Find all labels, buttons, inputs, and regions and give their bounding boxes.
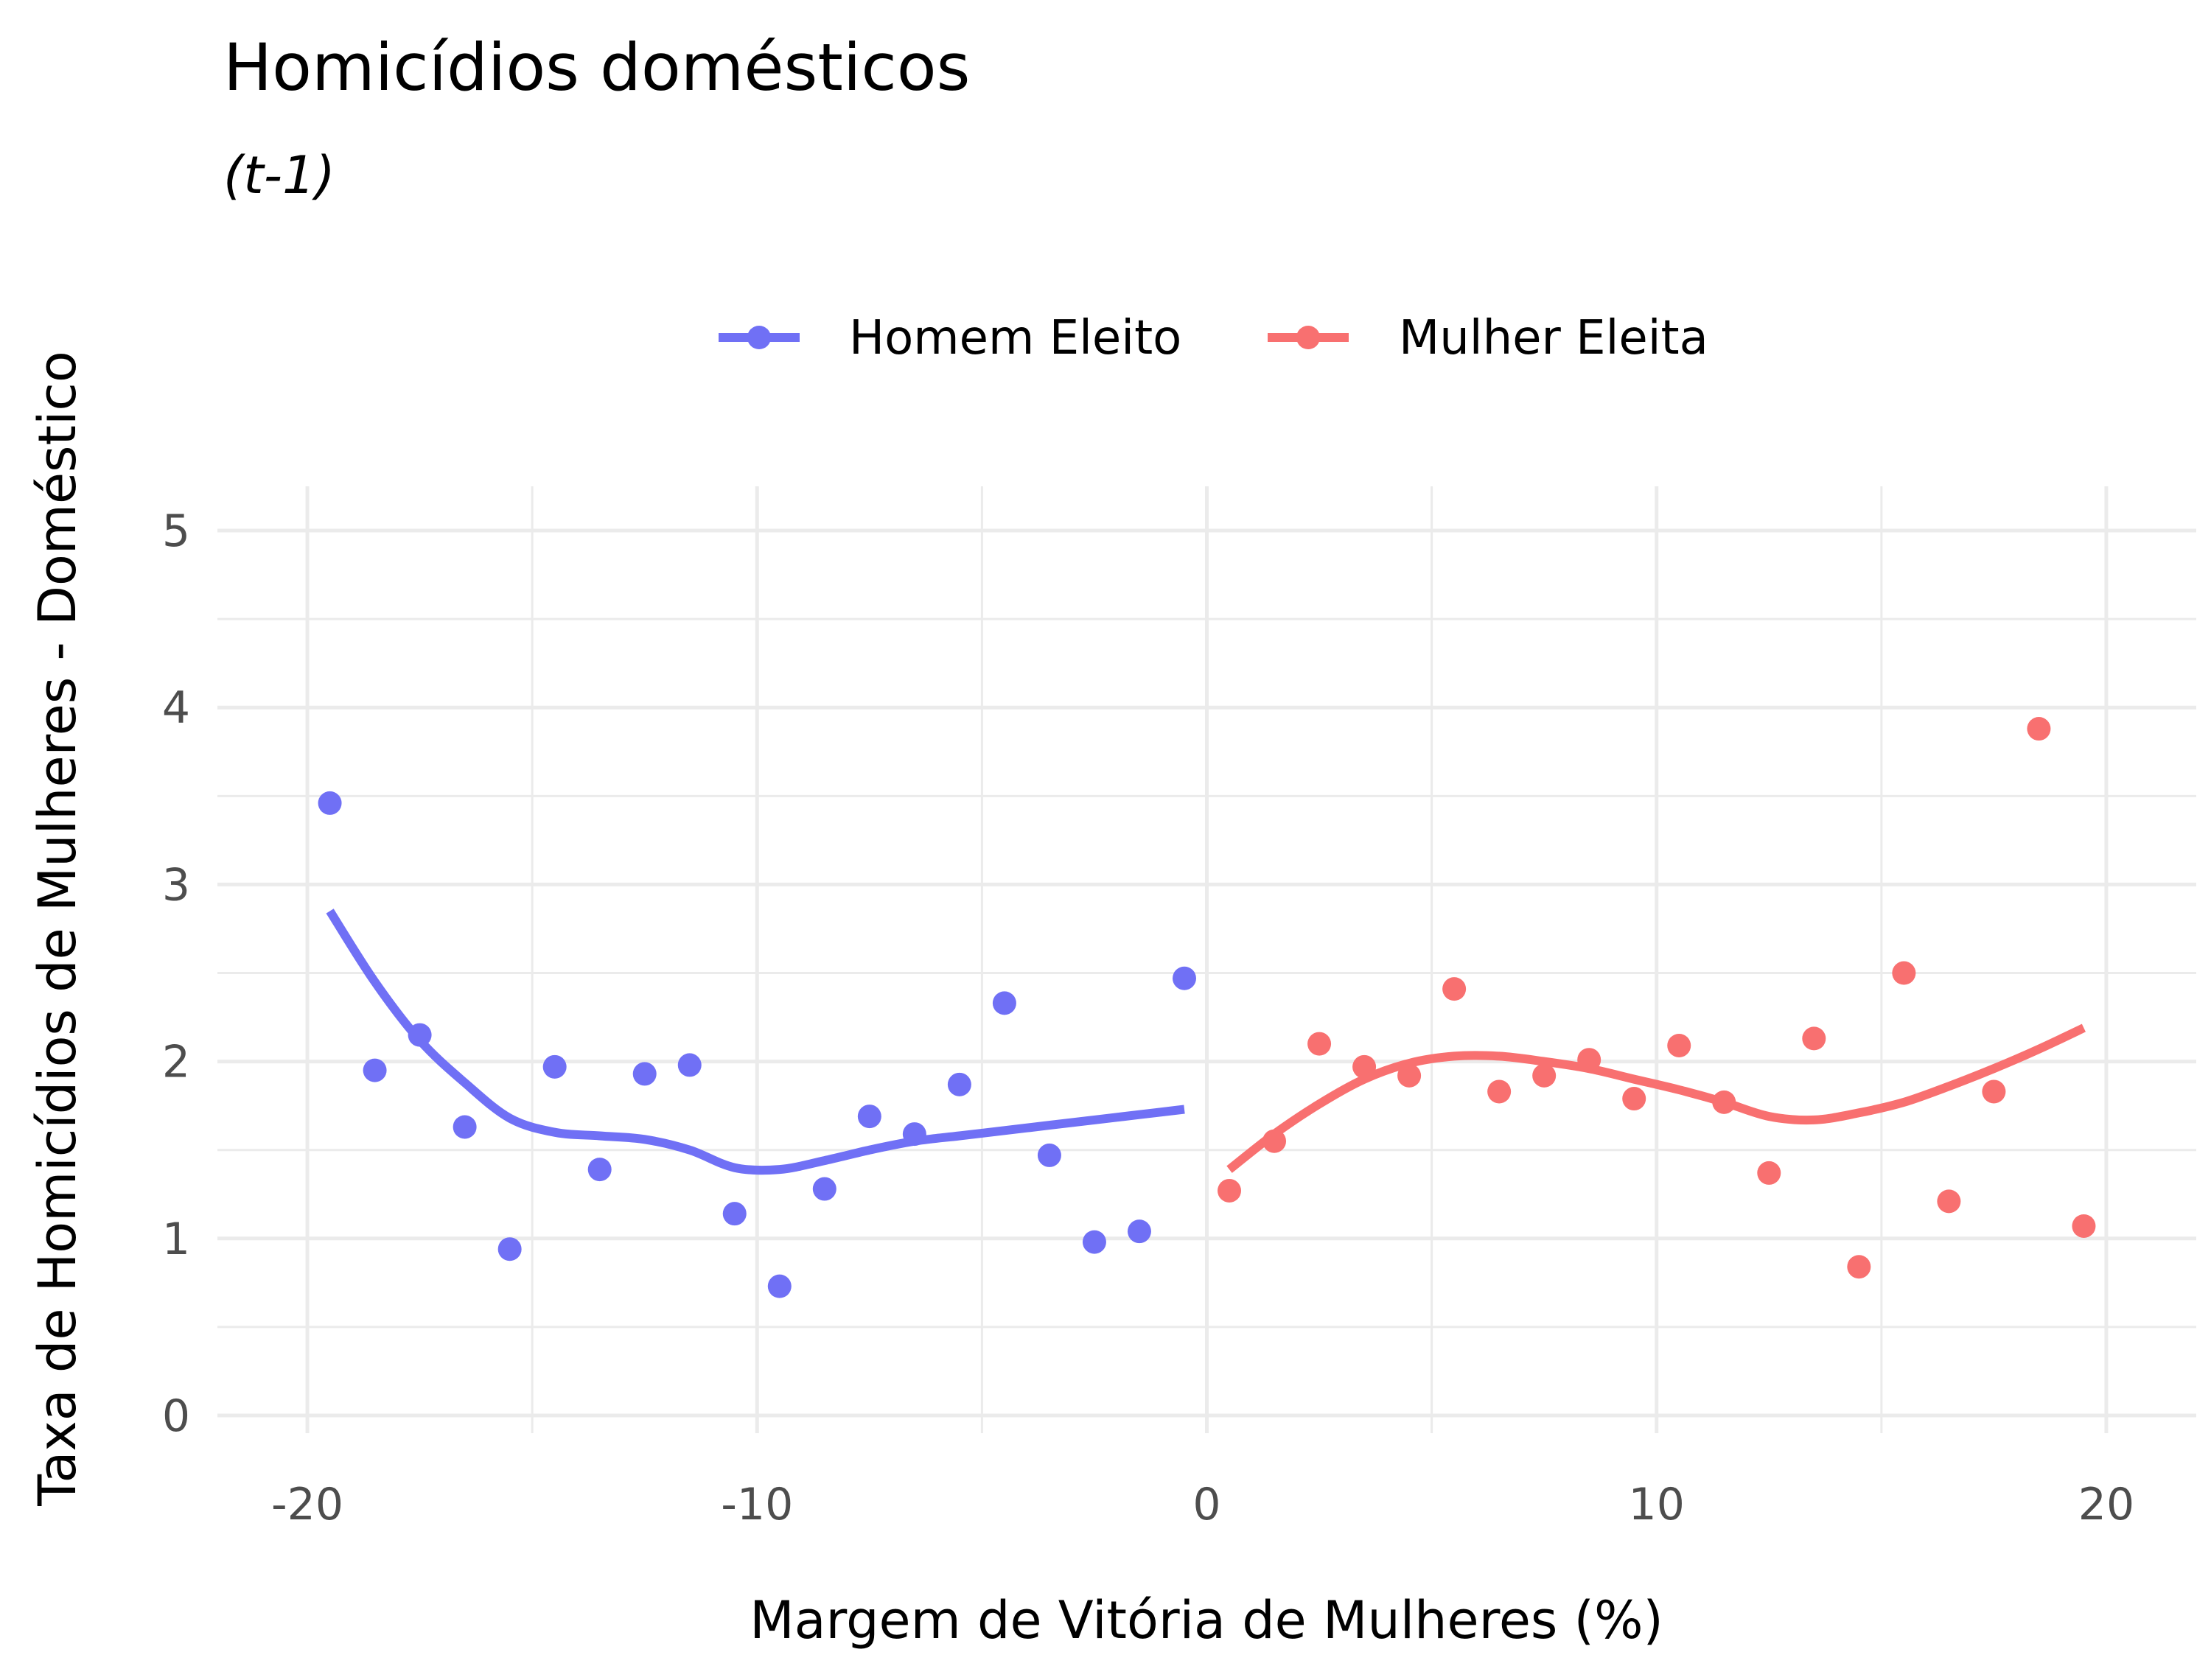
x-axis-title: Margem de Vitória de Mulheres (%)	[750, 1590, 1663, 1651]
data-point	[767, 1274, 792, 1298]
data-point	[1127, 1219, 1151, 1244]
fit-line	[1226, 1023, 2086, 1173]
data-point	[587, 1158, 612, 1182]
y-tick-label: 4	[162, 682, 190, 734]
y-tick-label: 5	[162, 505, 190, 557]
data-point	[902, 1122, 926, 1147]
chart-subtitle: (t-1)	[223, 145, 335, 206]
x-axis-ticks: -20 -10 0 10 20	[271, 1479, 2134, 1530]
data-point	[1397, 1063, 1422, 1088]
data-point	[1577, 1048, 1602, 1072]
data-point	[542, 1054, 567, 1079]
x-tick-label: 0	[1192, 1479, 1220, 1530]
data-point	[1532, 1063, 1557, 1088]
data-point	[318, 791, 342, 815]
data-point	[1307, 1032, 1332, 1056]
data-point	[1712, 1090, 1736, 1114]
chart-title: Homicídios domésticos	[223, 29, 970, 105]
data-point	[1802, 1026, 1826, 1051]
fit-line	[326, 909, 1185, 1175]
data-point	[1667, 1033, 1691, 1057]
data-point	[992, 991, 1016, 1015]
y-axis-ticks: 0 1 2 3 4 5	[162, 505, 190, 1442]
data-point	[408, 1023, 432, 1047]
data-point	[857, 1105, 881, 1129]
y-axis-title: Taxa de Homicídios de Mulheres - Domésti…	[27, 351, 88, 1506]
data-point	[1218, 1178, 1242, 1203]
data-point	[497, 1237, 522, 1261]
data-point	[722, 1202, 747, 1226]
data-point	[363, 1058, 387, 1082]
y-tick-label: 0	[162, 1390, 190, 1442]
data-point	[947, 1072, 971, 1096]
data-point	[1622, 1087, 1646, 1111]
legend-key-point	[1296, 326, 1320, 349]
data-point	[1082, 1230, 1106, 1254]
data-point	[1937, 1189, 1961, 1214]
data-point	[677, 1053, 702, 1077]
x-tick-label: -10	[721, 1479, 793, 1530]
x-tick-label: 10	[1629, 1479, 1685, 1530]
y-tick-label: 2	[162, 1037, 190, 1088]
data-point	[2027, 717, 2051, 741]
data-point	[2072, 1214, 2096, 1238]
legend-label: Homem Eleito	[849, 311, 1181, 365]
smooth-fit-lines	[326, 909, 2086, 1175]
data-point	[1172, 966, 1196, 990]
data-point	[1442, 977, 1467, 1001]
y-tick-label: 3	[162, 859, 190, 911]
data-point	[453, 1115, 477, 1139]
y-tick-label: 1	[162, 1214, 190, 1265]
data-point	[1037, 1143, 1061, 1167]
data-point	[1892, 961, 1916, 985]
data-point	[812, 1177, 836, 1201]
data-point	[632, 1062, 657, 1086]
data-point	[1262, 1129, 1287, 1153]
legend: Homem Eleito Mulher Eleita	[719, 311, 1708, 365]
data-point	[1757, 1161, 1781, 1185]
legend-label: Mulher Eleita	[1399, 311, 1708, 365]
legend-key-point	[747, 326, 771, 349]
data-point	[1487, 1079, 1512, 1104]
data-point	[1352, 1054, 1377, 1079]
data-point	[1982, 1079, 2006, 1104]
major-gridlines	[217, 486, 2196, 1433]
data-point	[1847, 1255, 1871, 1279]
x-tick-label: 20	[2078, 1479, 2134, 1530]
x-tick-label: -20	[271, 1479, 343, 1530]
data-points	[318, 717, 2096, 1298]
